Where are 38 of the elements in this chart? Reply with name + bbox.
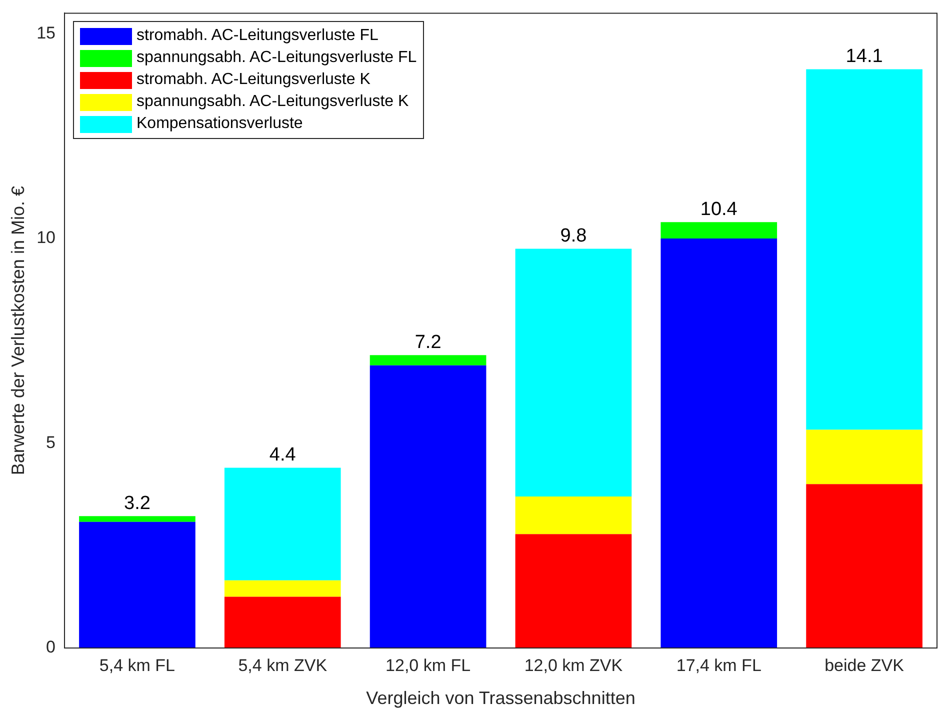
bar: [370, 355, 486, 366]
x-axis-title: Vergleich von Trassenabschnitten: [366, 688, 636, 708]
bar: [806, 69, 922, 430]
bar: [806, 430, 922, 484]
legend-label: stromabh. AC-Leitungsverluste K: [136, 71, 370, 90]
x-tick-label: 17,4 km FL: [676, 656, 762, 675]
bar: [515, 248, 632, 496]
legend-label: stromabh. AC-Leitungsverluste FL: [136, 27, 378, 46]
bar: [224, 580, 341, 597]
legend-label: spannungsabh. AC-Leitungsverluste K: [136, 93, 409, 112]
bar: [224, 468, 341, 580]
bar: [515, 534, 632, 648]
bar: [224, 596, 341, 648]
y-tick-label: 5: [46, 432, 56, 452]
y-axis-title: Barwerte der Verlustkosten in Mio. €: [8, 186, 28, 476]
x-tick-label: 5,4 km ZVK: [238, 656, 328, 675]
bar: [806, 484, 922, 648]
legend-label: spannungsabh. AC-Leitungsverluste FL: [136, 49, 417, 68]
y-tick-label: 0: [46, 638, 56, 657]
total-label: 10.4: [700, 198, 738, 220]
bar: [515, 496, 632, 534]
total-label: 9.8: [560, 225, 587, 246]
total-label: 4.4: [269, 444, 296, 466]
bar: [660, 222, 778, 238]
x-tick-label: beide ZVK: [824, 656, 905, 675]
total-label: 7.2: [414, 332, 442, 353]
y-tick-label: 10: [36, 228, 56, 248]
bar: [79, 522, 196, 648]
bar: [660, 238, 778, 648]
bar: [79, 516, 196, 522]
total-label: 14.1: [846, 46, 883, 68]
x-tick-label: 5,4 km FL: [99, 656, 176, 675]
bar: [370, 365, 486, 648]
x-tick-label: 12,0 km ZVK: [524, 656, 624, 675]
x-tick-label: 12,0 km FL: [386, 656, 471, 675]
total-label: 3.2: [124, 492, 150, 514]
y-tick-label: 15: [36, 23, 56, 42]
legend-label: Kompensationsverluste: [136, 115, 303, 134]
